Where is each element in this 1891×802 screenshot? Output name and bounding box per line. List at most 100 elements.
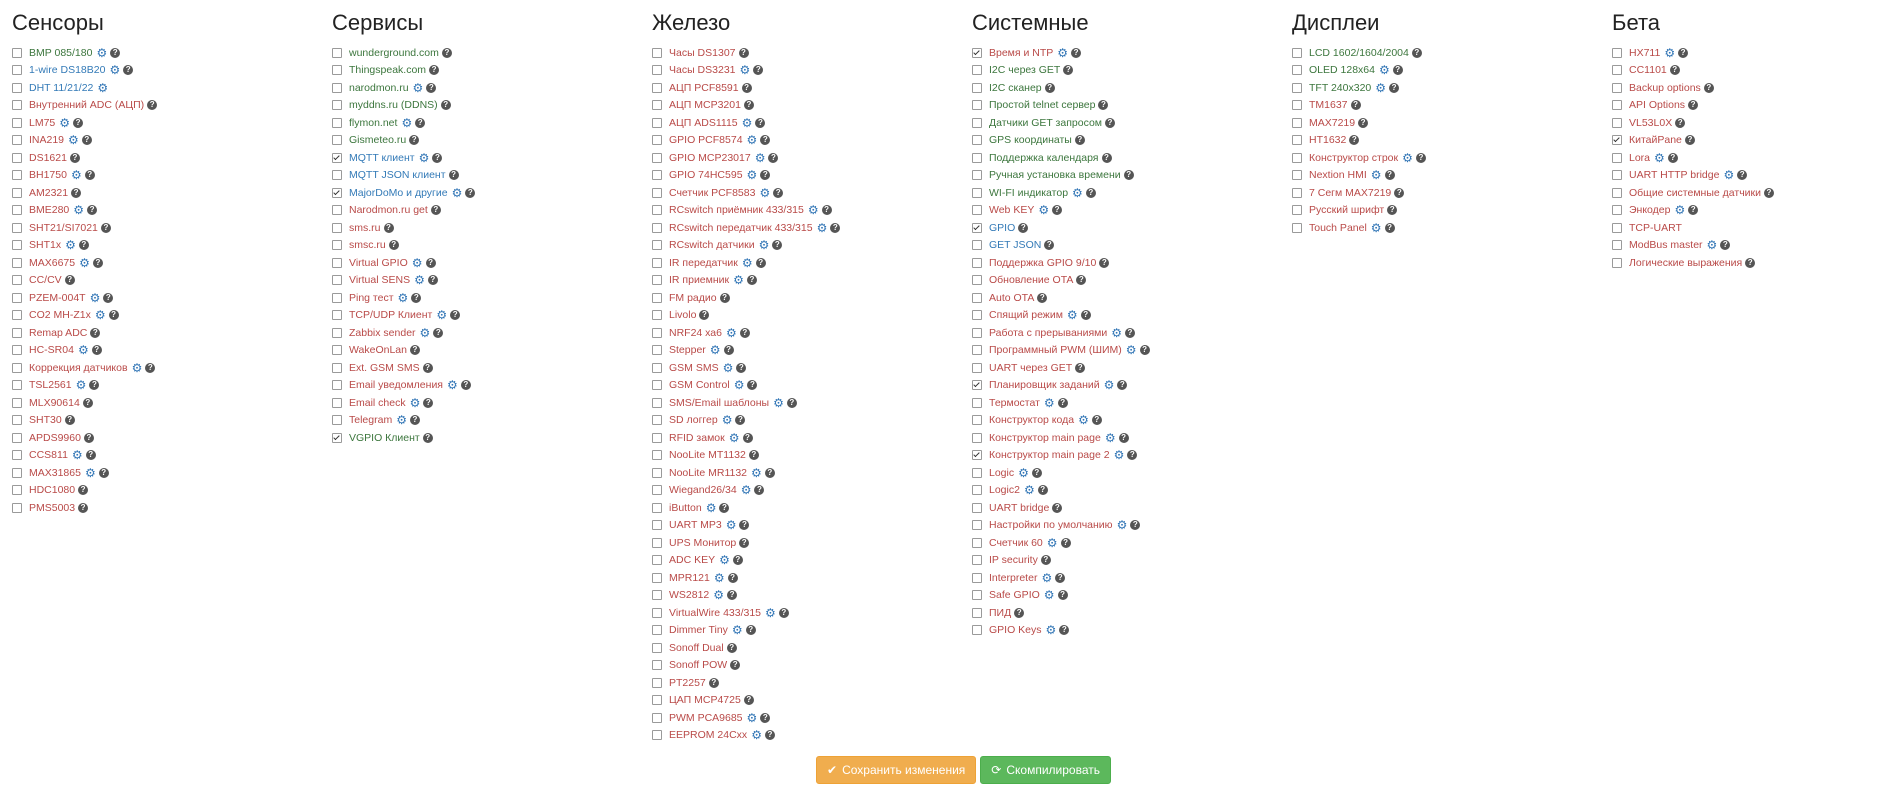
module-checkbox[interactable] — [1292, 222, 1302, 233]
module-checkbox[interactable] — [652, 642, 662, 653]
module-checkbox[interactable] — [652, 432, 662, 443]
gear-icon[interactable]: ⚙ — [412, 80, 424, 95]
help-icon[interactable]: ? — [1031, 467, 1042, 478]
help-icon[interactable]: ? — [760, 135, 771, 146]
help-icon[interactable]: ? — [145, 362, 156, 373]
gear-icon[interactable]: ⚙ — [1078, 413, 1089, 428]
module-checkbox[interactable] — [972, 520, 982, 531]
help-icon[interactable]: ? — [1099, 257, 1110, 268]
module-checkbox[interactable] — [332, 240, 342, 251]
gear-icon[interactable]: ⚙ — [733, 378, 745, 393]
module-checkbox[interactable] — [1612, 100, 1622, 111]
gear-icon[interactable]: ⚙ — [1041, 570, 1053, 585]
gear-icon[interactable]: ⚙ — [1103, 378, 1115, 393]
help-icon[interactable]: ? — [64, 275, 75, 286]
help-icon[interactable]: ? — [425, 257, 436, 268]
help-icon[interactable]: ? — [739, 327, 750, 338]
gear-icon[interactable]: ⚙ — [1674, 203, 1686, 218]
module-checkbox[interactable] — [1612, 152, 1622, 163]
gear-icon[interactable]: ⚙ — [1038, 203, 1050, 218]
module-checkbox[interactable] — [652, 222, 662, 233]
module-checkbox[interactable] — [12, 450, 22, 461]
module-checkbox[interactable] — [972, 170, 982, 181]
module-checkbox[interactable] — [1612, 187, 1622, 198]
help-icon[interactable]: ? — [1057, 590, 1068, 601]
help-icon[interactable]: ? — [422, 362, 433, 373]
help-icon[interactable]: ? — [78, 502, 89, 513]
module-checkbox[interactable] — [12, 65, 22, 76]
module-checkbox[interactable] — [972, 467, 982, 478]
gear-icon[interactable]: ⚙ — [84, 465, 96, 480]
module-checkbox[interactable] — [12, 135, 22, 146]
gear-icon[interactable]: ⚙ — [1043, 395, 1055, 410]
help-icon[interactable]: ? — [64, 415, 75, 426]
module-checkbox[interactable] — [12, 345, 22, 356]
help-icon[interactable]: ? — [1703, 82, 1714, 93]
help-icon[interactable]: ? — [1675, 117, 1686, 128]
help-icon[interactable]: ? — [110, 47, 121, 58]
module-checkbox[interactable] — [972, 537, 982, 548]
module-checkbox[interactable] — [332, 135, 342, 146]
help-icon[interactable]: ? — [409, 135, 420, 146]
gear-icon[interactable]: ⚙ — [1104, 430, 1116, 445]
help-icon[interactable]: ? — [1720, 240, 1731, 251]
module-checkbox[interactable] — [332, 327, 342, 338]
module-checkbox[interactable] — [332, 415, 342, 426]
help-icon[interactable]: ? — [735, 415, 746, 426]
help-icon[interactable]: ? — [78, 485, 89, 496]
module-checkbox[interactable] — [1612, 135, 1622, 146]
gear-icon[interactable]: ⚙ — [397, 290, 409, 305]
module-checkbox[interactable] — [972, 240, 982, 251]
module-checkbox[interactable] — [652, 82, 662, 93]
module-checkbox[interactable] — [332, 257, 342, 268]
module-checkbox[interactable] — [332, 187, 342, 198]
gear-icon[interactable]: ⚙ — [447, 378, 458, 393]
help-icon[interactable]: ? — [726, 642, 737, 653]
module-checkbox[interactable] — [652, 537, 662, 548]
gear-icon[interactable]: ⚙ — [740, 483, 752, 498]
help-icon[interactable]: ? — [1411, 47, 1422, 58]
help-icon[interactable]: ? — [1055, 572, 1066, 583]
module-checkbox[interactable] — [652, 450, 662, 461]
module-checkbox[interactable] — [652, 555, 662, 566]
module-checkbox[interactable] — [652, 485, 662, 496]
help-icon[interactable]: ? — [755, 257, 766, 268]
module-checkbox[interactable] — [652, 660, 662, 671]
help-icon[interactable]: ? — [90, 327, 101, 338]
help-icon[interactable]: ? — [1057, 397, 1068, 408]
module-checkbox[interactable] — [1292, 47, 1302, 58]
module-checkbox[interactable] — [12, 205, 22, 216]
module-checkbox[interactable] — [332, 117, 342, 128]
help-icon[interactable]: ? — [1059, 625, 1070, 636]
module-checkbox[interactable] — [652, 415, 662, 426]
gear-icon[interactable]: ⚙ — [1023, 483, 1035, 498]
module-checkbox[interactable] — [652, 730, 662, 741]
gear-icon[interactable]: ⚙ — [1723, 168, 1735, 183]
module-checkbox[interactable] — [12, 240, 22, 251]
gear-icon[interactable]: ⚙ — [401, 115, 413, 130]
module-checkbox[interactable] — [332, 345, 342, 356]
gear-icon[interactable]: ⚙ — [1066, 308, 1078, 323]
module-checkbox[interactable] — [652, 310, 662, 321]
help-icon[interactable]: ? — [1071, 47, 1082, 58]
help-icon[interactable]: ? — [426, 82, 437, 93]
module-checkbox[interactable] — [652, 100, 662, 111]
module-checkbox[interactable] — [972, 485, 982, 496]
module-checkbox[interactable] — [972, 275, 982, 286]
gear-icon[interactable]: ⚙ — [1018, 465, 1029, 480]
module-checkbox[interactable] — [972, 415, 982, 426]
module-checkbox[interactable] — [652, 292, 662, 303]
gear-icon[interactable]: ⚙ — [109, 63, 121, 78]
gear-icon[interactable]: ⚙ — [713, 570, 725, 585]
help-icon[interactable]: ? — [1389, 82, 1400, 93]
help-icon[interactable]: ? — [760, 170, 771, 181]
help-icon[interactable]: ? — [1014, 607, 1025, 618]
help-icon[interactable]: ? — [778, 607, 789, 618]
module-checkbox[interactable] — [972, 432, 982, 443]
module-checkbox[interactable] — [972, 152, 982, 163]
help-icon[interactable]: ? — [123, 65, 134, 76]
help-icon[interactable]: ? — [1737, 170, 1748, 181]
module-checkbox[interactable] — [12, 310, 22, 321]
gear-icon[interactable]: ⚙ — [1375, 80, 1387, 95]
module-checkbox[interactable] — [1292, 65, 1302, 76]
